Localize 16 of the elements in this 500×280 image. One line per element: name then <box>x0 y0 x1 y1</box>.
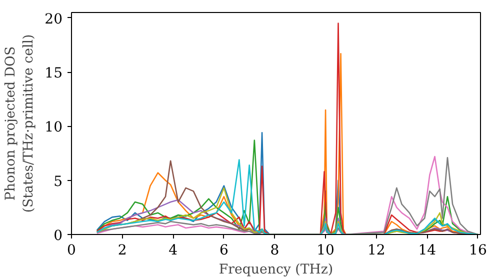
y-tick-label: 10 <box>44 120 63 136</box>
y-tick-label: 15 <box>44 66 63 82</box>
x-tick-label: 10 <box>316 242 334 258</box>
y-tick-label: 20 <box>44 11 63 28</box>
y-axis-title: Phonon projected DOS (States/THz·primitive cell) <box>4 34 37 213</box>
y-tick-label: 0 <box>54 228 63 244</box>
x-tick-label: 0 <box>67 242 76 258</box>
x-tick-label: 16 <box>469 242 487 258</box>
x-tick-label: 2 <box>118 242 127 258</box>
y-tick-label: 5 <box>54 174 63 190</box>
x-tick-label: 8 <box>270 242 280 258</box>
x-tick-label: 12 <box>367 242 386 258</box>
x-tick-label: 6 <box>219 242 228 258</box>
x-axis-title: Frequency (THz) <box>218 262 334 278</box>
x-tick-label: 14 <box>418 242 436 258</box>
x-tick-label: 4 <box>168 242 178 258</box>
